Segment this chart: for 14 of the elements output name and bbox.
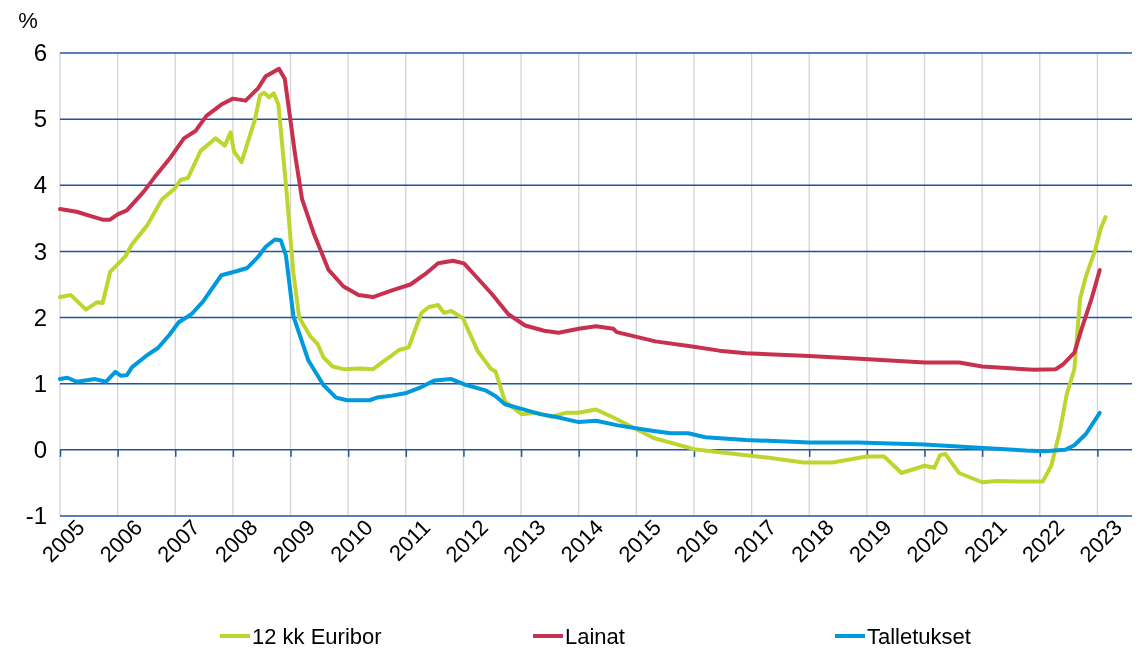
line-series xyxy=(58,237,1102,454)
y-tick-label: 3 xyxy=(33,237,47,265)
legend-label: 12 kk Euribor xyxy=(252,624,382,649)
legend-label: Talletukset xyxy=(867,624,971,649)
y-tick-label: 2 xyxy=(33,303,47,331)
y-tick-label: 4 xyxy=(33,171,47,199)
y-tick-label: 1 xyxy=(33,369,47,397)
y-axis-title: % xyxy=(18,8,38,33)
line-series xyxy=(58,66,1102,372)
y-tick-label: 6 xyxy=(33,39,47,67)
y-tick-label: 0 xyxy=(33,436,47,464)
y-tick-label: 5 xyxy=(33,105,47,133)
legend-label: Lainat xyxy=(565,624,625,649)
line-series xyxy=(58,90,1108,485)
